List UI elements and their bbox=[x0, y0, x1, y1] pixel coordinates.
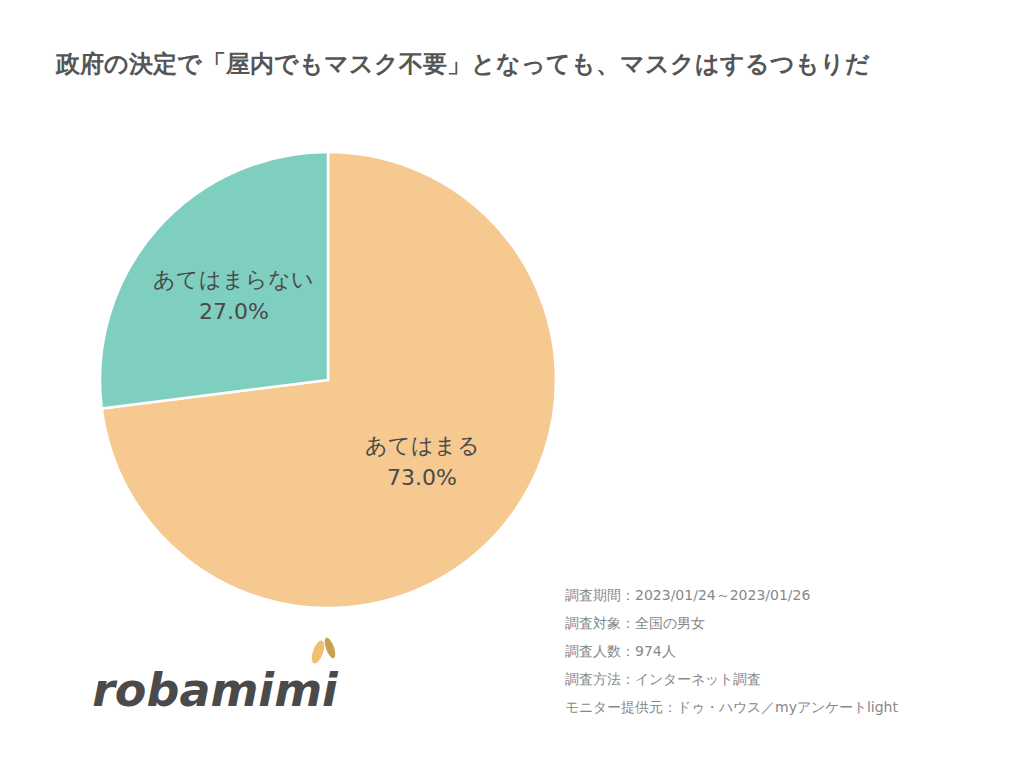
footnote: 調査期間：2023/01/24～2023/01/26 bbox=[565, 587, 810, 603]
slice-label: あてはまる bbox=[365, 433, 480, 458]
data-labels: あてはまる 73.0% あてはまらない 27.0% bbox=[153, 267, 479, 490]
chart-container: 政府の決定で「屋内でもマスク不要」となっても、マスクはするつもりだあてはまる 73… bbox=[0, 0, 1024, 769]
footnote: モニター提供元：ドゥ・ハウス／myアンケートlight bbox=[565, 699, 898, 715]
footnote: 調査方法：インターネット調査 bbox=[565, 671, 761, 687]
logo-decoration bbox=[309, 639, 327, 665]
pie bbox=[100, 152, 556, 608]
chart: 政府の決定で「屋内でもマスク不要」となっても、マスクはするつもりだあてはまる 73… bbox=[0, 0, 1024, 769]
pie-slice bbox=[100, 152, 328, 409]
logo-decoration bbox=[322, 636, 337, 659]
value-label: 73.0% bbox=[387, 465, 457, 490]
footnote: 調査対象：全国の男女 bbox=[565, 615, 705, 631]
value-label: 27.0% bbox=[199, 299, 269, 324]
logo-text: robamimi bbox=[92, 663, 339, 717]
title: 政府の決定で「屋内でもマスク不要」となっても、マスクはするつもりだ bbox=[55, 50, 870, 78]
slice-label: あてはまらない bbox=[153, 267, 314, 292]
background bbox=[0, 0, 1024, 769]
footnote: 調査人数：974人 bbox=[565, 643, 676, 659]
